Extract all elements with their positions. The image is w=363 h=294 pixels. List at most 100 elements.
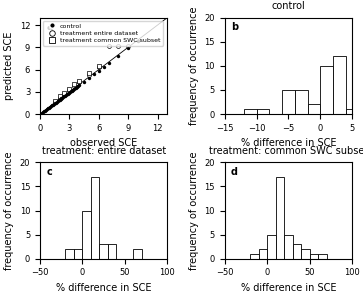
Point [57, 94, 62, 98]
Title: control: control [272, 1, 305, 11]
Point [86, 72, 92, 77]
Text: a: a [46, 22, 53, 32]
Point [115, 44, 121, 48]
Point [60, 95, 65, 100]
Point [86, 76, 92, 80]
Point [52, 98, 58, 103]
Point [68, 89, 74, 94]
Point [72, 82, 77, 87]
Legend: control, treatment entire dataset, treatment common SWC subset: control, treatment entire dataset, treat… [43, 21, 163, 46]
Point [48, 104, 54, 108]
Bar [284, 235, 293, 259]
Point [45, 106, 51, 111]
Point [72, 86, 78, 91]
Point [64, 93, 69, 97]
Point [65, 91, 71, 96]
Point [91, 72, 97, 77]
Y-axis label: frequency of occurrence: frequency of occurrence [189, 151, 199, 270]
Point [86, 71, 92, 76]
Bar [310, 254, 318, 259]
Point [44, 107, 50, 111]
Point [68, 90, 73, 94]
Bar [250, 254, 259, 259]
Point [74, 84, 80, 89]
Point [55, 99, 61, 103]
Point [65, 92, 70, 97]
Point [41, 109, 47, 113]
X-axis label: % difference in SCE: % difference in SCE [56, 283, 151, 293]
Bar [293, 244, 301, 259]
Bar [99, 244, 108, 259]
Bar [301, 249, 310, 259]
Point [66, 88, 72, 93]
Bar [108, 244, 117, 259]
Point [66, 91, 72, 95]
Point [72, 87, 77, 91]
Bar [320, 66, 333, 114]
Point [115, 53, 121, 58]
Point [135, 39, 141, 43]
Point [51, 102, 57, 106]
Point [62, 93, 68, 98]
Text: c: c [46, 167, 52, 177]
Point [49, 103, 54, 108]
X-axis label: observed SCE: observed SCE [70, 138, 137, 148]
Point [73, 85, 79, 90]
Point [70, 87, 76, 92]
Point [52, 101, 58, 106]
Y-axis label: frequency of occurrence: frequency of occurrence [189, 6, 199, 125]
Point [58, 97, 64, 101]
Bar [333, 56, 346, 114]
Bar [346, 109, 352, 114]
Point [56, 98, 61, 103]
X-axis label: % difference in SCE: % difference in SCE [241, 138, 336, 148]
Bar [65, 249, 74, 259]
Point [43, 107, 49, 112]
Point [39, 110, 45, 115]
Point [69, 88, 75, 93]
Bar [91, 177, 99, 259]
Point [57, 96, 62, 101]
Point [76, 78, 82, 83]
Title: treatment: common SWC subset: treatment: common SWC subset [209, 146, 363, 156]
Point [96, 65, 102, 70]
Text: d: d [231, 167, 238, 177]
Point [125, 44, 131, 48]
Bar [267, 235, 276, 259]
Bar [307, 104, 320, 114]
Point [62, 90, 68, 95]
Bar [259, 249, 267, 259]
Point [72, 83, 77, 88]
Point [42, 108, 48, 113]
Bar [244, 109, 257, 114]
Bar [295, 90, 307, 114]
Point [62, 92, 68, 96]
Point [52, 100, 58, 105]
Point [57, 98, 62, 102]
Text: b: b [231, 22, 238, 32]
Point [106, 44, 111, 48]
Y-axis label: predicted SCE: predicted SCE [4, 32, 14, 100]
Point [53, 100, 58, 105]
Point [58, 96, 64, 101]
Bar [74, 249, 82, 259]
Bar [257, 109, 269, 114]
Point [47, 105, 53, 109]
Bar [282, 90, 295, 114]
Point [96, 64, 102, 68]
Bar [82, 211, 91, 259]
Y-axis label: frequency of occurrence: frequency of occurrence [4, 151, 14, 270]
Point [96, 68, 102, 73]
Title: treatment: entire dataset: treatment: entire dataset [41, 146, 166, 156]
Point [66, 86, 72, 91]
X-axis label: % difference in SCE: % difference in SCE [241, 283, 336, 293]
Point [40, 110, 46, 114]
Point [101, 64, 107, 69]
Point [106, 61, 111, 66]
Bar [318, 254, 327, 259]
Bar [133, 249, 142, 259]
Point [50, 102, 56, 107]
Point [62, 94, 68, 99]
Bar [276, 177, 284, 259]
Point [81, 79, 87, 84]
